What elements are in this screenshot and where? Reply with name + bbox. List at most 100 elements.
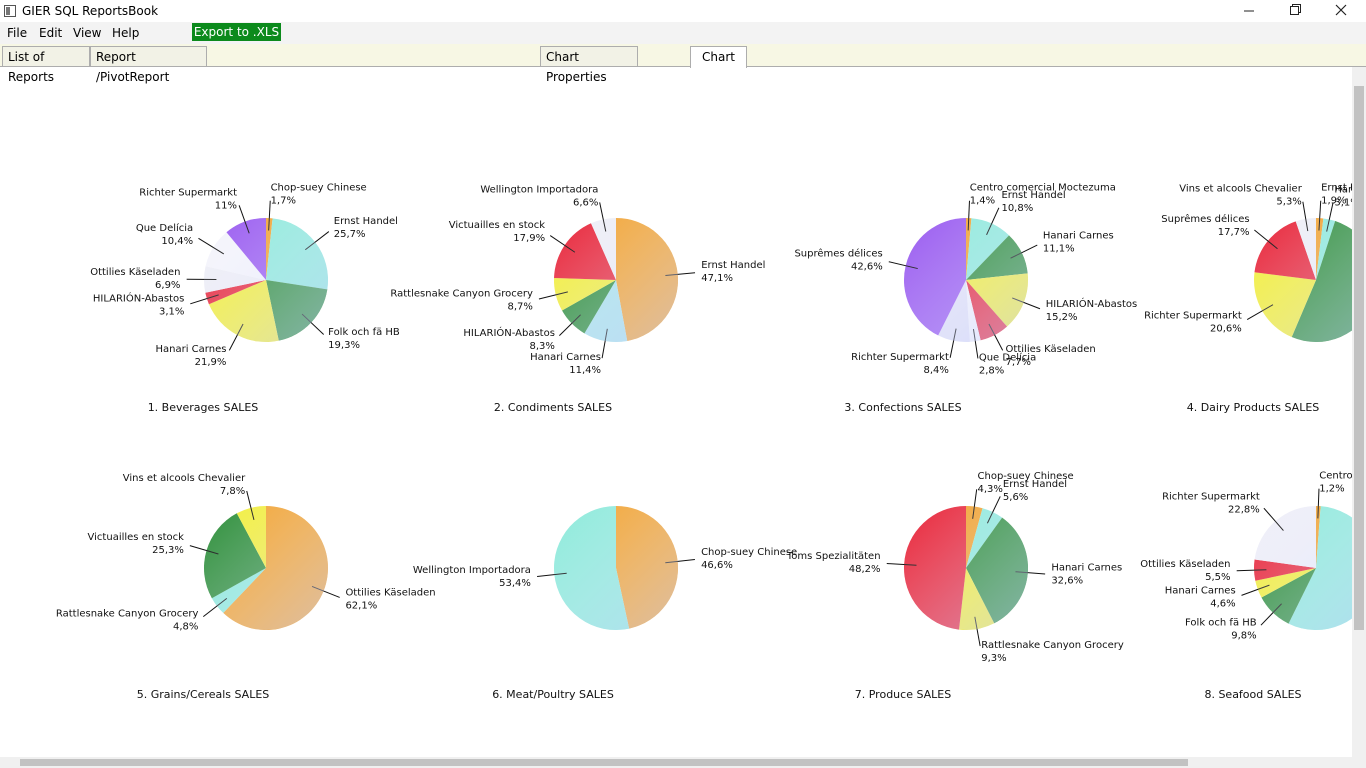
pie-chart: Ottilies Käseladen 62,1% Rattlesnake Canyo… [56,473,436,701]
chart-title: 5. Grains/Cereals SALES [137,688,270,701]
slice-value-label: 4,6% [1210,598,1235,609]
slice-value-label: 1,9% [1321,196,1346,207]
chart-title: 6. Meat/Poultry SALES [492,688,614,701]
scroll-thumb[interactable] [1354,86,1364,630]
scroll-thumb[interactable] [20,759,1188,766]
slice-value-label: 7,7% [1006,357,1031,368]
slice-value-label: 17,7% [1218,227,1250,238]
vertical-scrollbar[interactable] [1352,67,1366,757]
horizontal-scrollbar[interactable] [0,757,1366,768]
slice-value-label: 1,2% [1319,484,1344,495]
tab[interactable]: Chart [690,46,747,68]
title-bar: GIER SQL ReportsBook [0,0,1366,22]
pie-chart: Chop-suey Chinese 46,6% Wellington Importa… [413,506,797,701]
slice-label: Que Delícia [979,352,1036,364]
menu-item[interactable]: View [73,26,102,40]
chart-title: 1. Beverages SALES [148,401,259,414]
slice-label: Ernst Handel [1003,479,1067,490]
slice-value-label: 11,1% [1043,243,1075,254]
chart-title: 3. Confections SALES [844,401,961,414]
slice-label: Ernst Handel [1001,190,1065,201]
pie-chart: Chop-suey Chinese 4,3% Ernst Handel 5,6% Han… [786,471,1124,701]
slice-value-label: 11% [215,200,237,211]
slice-label: Centro comercial Moctezuma [970,183,1116,194]
slice-label: Ottilies Käseladen [1006,344,1096,355]
slice-label: Richter Supermarkt [1162,491,1260,502]
slice-value-label: 25,3% [152,545,184,556]
slice-label: Ernst Handel [334,216,398,227]
menu-item[interactable]: Help [112,26,140,40]
slice-label: Centro comercial Moctezuma [1319,471,1352,482]
menu-item[interactable]: File [7,26,28,40]
slice-label: Ernst Handel [701,260,765,271]
slice-label: Chop-suey Chinese [978,471,1074,482]
window-controls[interactable] [1230,0,1366,22]
slice-label: Ottilies Käseladen [1140,559,1230,570]
slice-label: Richter Supermarkt [139,187,237,198]
chart-area: Chop-suey Chinese 1,7% Ernst Handel 25,7% Fo… [56,183,1352,701]
pie-slice [1254,506,1316,568]
slice-label: Rattlesnake Canyon Grocery [390,288,533,299]
pie-slice [904,506,966,630]
slice-value-label: 8,7% [508,301,533,312]
slice-label: Wellington Importadora [480,184,598,195]
slice-label: Hanari Carnes [1051,562,1122,573]
slice-value-label: 53,4% [499,578,531,589]
slice-label: Que Delícia [136,222,193,234]
slice-label: Vins et alcools Chevalier [123,473,246,484]
slice-value-label: 3,1% [159,307,184,318]
pie-slice [616,506,678,629]
slice-label: Victuailles en stock [88,532,185,543]
slice-label: Hanari Carnes [1043,230,1114,241]
slice-label: Hanari Carnes [530,352,601,363]
app-icon [4,5,16,17]
slice-value-label: 8,4% [924,365,949,376]
pie-chart: Centro comercial Moctezuma 1,4% Ernst Hand… [794,183,1137,414]
slice-value-label: 17,9% [513,233,545,244]
slice-value-label: 4,3% [978,484,1003,495]
slice-label: Folk och fä HB [328,327,400,338]
chart-title: 2. Condiments SALES [494,401,612,414]
slice-value-label: 42,6% [851,261,883,272]
slice-label: HILARIÓN-Abastos [93,292,185,305]
slice-label: Chop-suey Chinese [701,547,797,558]
slice-value-label: 6,9% [155,280,180,291]
slice-value-label: 15,2% [1046,312,1078,323]
slice-label: Rattlesnake Canyon Grocery [56,608,199,619]
slice-value-label: 1,7% [271,196,296,207]
tab[interactable]: Report /PivotReport [90,46,207,84]
tab[interactable]: List of Reports [2,46,90,84]
pie-slice [616,218,678,341]
slice-label: Ottilies Käseladen [90,267,180,278]
menu-item[interactable]: Edit [39,26,63,40]
slice-label: Vins et alcools Chevalier [1179,184,1302,195]
slice-value-label: 11,4% [569,365,601,376]
pie-chart: Ernst Handel 47,1% Hanari Carnes 11,4% HILAR… [390,184,765,414]
slice-value-label: 48,2% [849,564,881,575]
slice-value-label: 2,8% [979,366,1004,377]
chart-title: 7. Produce SALES [855,688,951,701]
pie-chart: Ernst Handel 1,9%Hanari Carnes 3,1% Richter… [1144,183,1352,414]
slice-label: HILARIÓN-Abastos [1046,297,1138,310]
slice-value-label: 3,1% [1334,197,1352,208]
slice-value-label: 8,3% [530,341,555,352]
slice-label: Hanari Carnes [1165,585,1236,596]
slice-value-label: 5,5% [1205,572,1230,583]
slice-value-label: 19,3% [328,340,360,351]
tab[interactable]: Chart Properties [540,46,638,84]
slice-label: Victuailles en stock [449,220,546,231]
slice-label: Hanari Carnes [156,344,227,355]
slice-value-label: 47,1% [701,273,733,284]
slice-label: Rattlesnake Canyon Grocery [981,640,1124,651]
export-button[interactable]: Export to .XLS [192,23,281,41]
slice-value-label: 21,9% [195,357,227,368]
slice-label: Suprêmes délices [1161,213,1249,225]
slice-label: Richter Supermarkt [851,352,949,363]
slice-value-label: 10,4% [161,236,193,247]
slice-value-label: 25,7% [334,229,366,240]
chart-title: 4. Dairy Products SALES [1187,401,1320,414]
slice-value-label: 6,6% [573,197,598,208]
slice-value-label: 5,3% [1276,197,1301,208]
pie-chart: Centro comercial Moctezuma 1,2% Folk och f… [1140,471,1352,701]
